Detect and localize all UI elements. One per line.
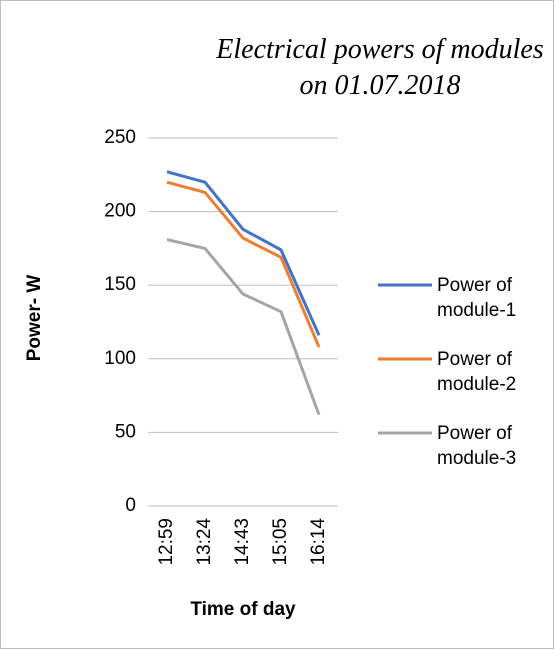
series-line bbox=[166, 180, 321, 348]
y-tick-label: 200 bbox=[104, 201, 136, 222]
x-tick-label: 12:59 bbox=[156, 518, 177, 566]
series-line bbox=[166, 238, 321, 416]
x-tick-label: 15:05 bbox=[270, 518, 291, 566]
legend-label: Power of module-3 bbox=[437, 423, 517, 469]
x-axis-title: Time of day bbox=[190, 599, 296, 620]
y-tick-label: 50 bbox=[115, 421, 136, 442]
x-tick-label: 13:24 bbox=[194, 518, 215, 566]
chart-title: Electrical powers of modules on 01.07.20… bbox=[216, 34, 544, 101]
y-tick-label: 100 bbox=[104, 348, 136, 369]
legend-label: Power of module-2 bbox=[437, 349, 517, 395]
y-tick-label: 150 bbox=[104, 274, 136, 295]
y-axis-title: Power- W bbox=[24, 275, 45, 362]
series-line bbox=[166, 170, 321, 336]
y-tick-label: 250 bbox=[104, 127, 136, 148]
legend-label: Power of module-1 bbox=[437, 275, 517, 321]
x-tick-label: 14:43 bbox=[232, 518, 253, 566]
x-tick-label: 16:14 bbox=[308, 518, 329, 566]
y-tick-label: 0 bbox=[125, 495, 136, 516]
